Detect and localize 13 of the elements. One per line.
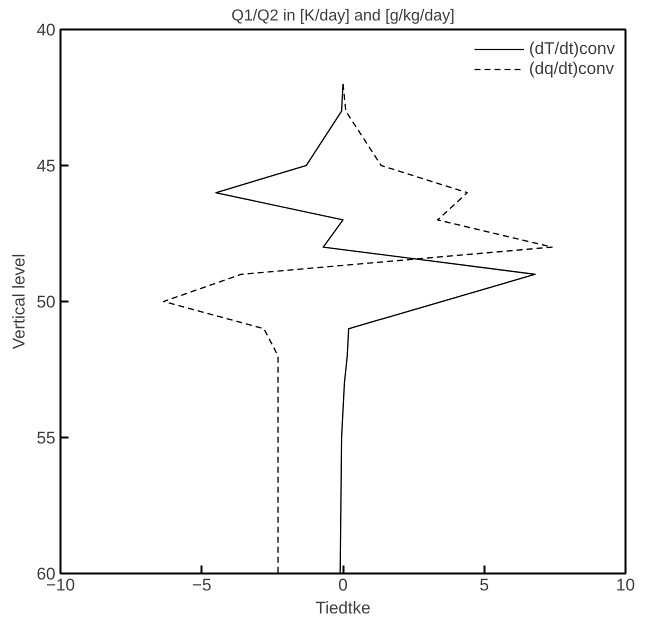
x-tick-label: −5 [192, 576, 212, 594]
x-tick-label: 5 [480, 576, 489, 594]
x-tick-label: 10 [616, 576, 635, 594]
y-tick-label: 40 [36, 20, 56, 40]
chart-title: Q1/Q2 in [K/day] and [g/kg/day] [231, 8, 455, 24]
legend-label: (dq/dt)conv [529, 59, 614, 79]
y-axis-title: Vertical level [10, 254, 29, 350]
x-axis-title: Tiedtke [315, 598, 371, 618]
y-tick-label: 55 [36, 428, 56, 448]
y-tick-label: 45 [36, 156, 56, 176]
x-tick-label: 0 [338, 576, 348, 594]
y-tick-label: 50 [36, 292, 56, 312]
legend-label: (dT/dt)conv [529, 39, 615, 59]
